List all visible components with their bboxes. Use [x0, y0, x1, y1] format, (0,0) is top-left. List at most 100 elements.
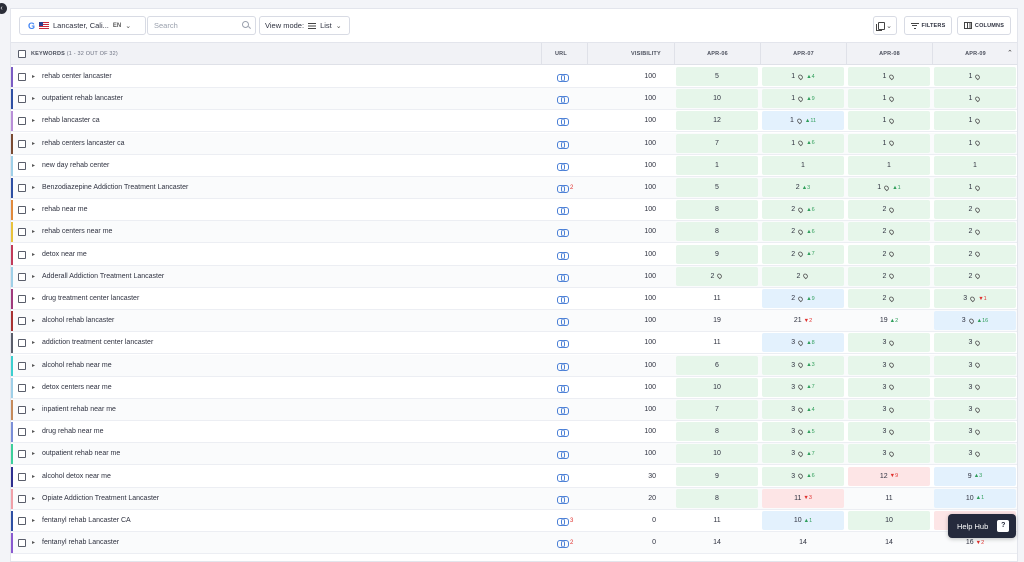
row-checkbox[interactable] — [18, 250, 26, 259]
keyword-text[interactable]: rehab near me — [42, 206, 88, 214]
keyword-text[interactable]: outpatient rehab near me — [42, 450, 121, 458]
keyword-text[interactable]: drug rehab near me — [42, 428, 104, 436]
link-icon[interactable] — [557, 296, 569, 304]
keyword-text[interactable]: alcohol rehab lancaster — [42, 317, 115, 325]
row-checkbox[interactable] — [18, 295, 26, 303]
view-mode-dropdown[interactable]: View mode: List ⌄ — [259, 16, 350, 35]
keyword-text[interactable]: rehab centers near me — [42, 228, 113, 236]
search-input[interactable] — [154, 21, 240, 30]
keyword-text[interactable]: alcohol rehab near me — [42, 361, 112, 369]
row-checkbox[interactable] — [18, 406, 26, 414]
expand-caret-icon[interactable]: ▸ — [32, 518, 36, 524]
row-checkbox[interactable] — [18, 117, 26, 126]
filters-button[interactable]: FILTERS — [904, 16, 952, 35]
expand-caret-icon[interactable]: ▸ — [32, 429, 36, 436]
table-row[interactable]: ▸ alcohol rehab lancaster 100 19 21 ▼2 19 ▲2 3 ▲1… — [11, 310, 1017, 333]
sidebar-collapse-button[interactable]: ‹ — [0, 3, 7, 14]
link-icon[interactable] — [557, 185, 569, 193]
sort-ascending-icon[interactable]: ⌃ — [1007, 50, 1013, 57]
link-icon[interactable] — [557, 162, 569, 171]
keyword-text[interactable]: rehab lancaster ca — [42, 117, 100, 125]
select-all-checkbox[interactable] — [18, 50, 26, 58]
row-checkbox[interactable] — [18, 472, 26, 481]
row-checkbox[interactable] — [18, 228, 26, 237]
keyword-text[interactable]: outpatient rehab lancaster — [42, 95, 123, 103]
row-checkbox[interactable] — [18, 361, 26, 370]
link-icon[interactable] — [557, 495, 569, 504]
keywords-column-header[interactable]: KEYWORDS (1 - 32 OUT OF 32) — [31, 43, 118, 65]
row-checkbox[interactable] — [18, 517, 26, 525]
expand-caret-icon[interactable]: ▸ — [32, 273, 36, 280]
table-row[interactable]: ▸ new day rehab center 100 1 1 1 1 — [11, 155, 1017, 177]
expand-caret-icon[interactable]: ▸ — [32, 185, 36, 191]
row-checkbox[interactable] — [18, 161, 26, 170]
row-checkbox[interactable] — [18, 272, 26, 281]
keyword-text[interactable]: detox near me — [42, 250, 87, 258]
row-checkbox[interactable] — [18, 184, 26, 192]
expand-caret-icon[interactable]: ▸ — [32, 296, 36, 302]
keyword-text[interactable]: Opiate Addiction Treatment Lancaster — [42, 494, 160, 502]
link-icon[interactable] — [557, 473, 569, 482]
keyword-text[interactable]: drug treatment center lancaster — [42, 295, 140, 302]
keyword-text[interactable]: detox centers near me — [42, 383, 112, 391]
expand-caret-icon[interactable]: ▸ — [32, 318, 36, 325]
row-checkbox[interactable] — [18, 539, 26, 548]
date-column-header[interactable]: APR-09 — [932, 43, 1017, 65]
expand-caret-icon[interactable]: ▸ — [32, 96, 36, 103]
row-checkbox[interactable] — [18, 139, 26, 148]
expand-caret-icon[interactable]: ▸ — [32, 207, 36, 214]
expand-caret-icon[interactable]: ▸ — [32, 407, 36, 413]
table-row[interactable]: ▸ inpatient rehab near me 100 7 3 ▲4 3 3 — [11, 399, 1017, 421]
expand-caret-icon[interactable]: ▸ — [32, 540, 36, 547]
link-icon[interactable] — [557, 407, 569, 415]
expand-caret-icon[interactable]: ▸ — [32, 340, 36, 347]
table-row[interactable]: ▸ fentanyl rehab Lancaster CA 3 0 11 10 ▲1 10 — [11, 510, 1017, 532]
keyword-text[interactable]: fentanyl rehab Lancaster CA — [42, 517, 131, 524]
keyword-text[interactable]: fentanyl rehab Lancaster — [42, 539, 120, 547]
row-checkbox[interactable] — [18, 95, 26, 104]
date-column-header[interactable]: APR-07 — [760, 43, 846, 65]
link-icon[interactable] — [557, 540, 569, 549]
row-checkbox[interactable] — [18, 494, 26, 503]
keyword-text[interactable]: rehab centers lancaster ca — [42, 139, 125, 147]
expand-caret-icon[interactable]: ▸ — [32, 118, 36, 125]
link-icon[interactable] — [557, 118, 569, 127]
search-icon[interactable] — [242, 21, 249, 28]
table-row[interactable]: ▸ drug rehab near me 100 8 3 ▲5 3 3 — [11, 421, 1017, 444]
table-row[interactable]: ▸ rehab center lancaster 100 5 1 ▲4 1 1 — [11, 66, 1017, 88]
link-icon[interactable] — [557, 518, 569, 526]
table-row[interactable]: ▸ alcohol rehab near me 100 6 3 ▲3 3 3 — [11, 354, 1017, 377]
keyword-text[interactable]: inpatient rehab near me — [42, 406, 116, 413]
link-icon[interactable] — [557, 451, 569, 460]
expand-caret-icon[interactable]: ▸ — [32, 251, 36, 258]
keyword-text[interactable]: Adderall Addiction Treatment Lancaster — [42, 272, 165, 280]
link-icon[interactable] — [557, 273, 569, 282]
table-row[interactable]: ▸ addiction treatment center lancaster 100… — [11, 332, 1017, 355]
table-row[interactable]: ▸ detox centers near me 100 10 3 ▲7 3 3 — [11, 377, 1017, 399]
link-icon[interactable] — [557, 251, 569, 260]
table-row[interactable]: ▸ detox near me 100 9 2 ▲7 2 2 — [11, 244, 1017, 266]
date-column-header[interactable]: APR-06 — [674, 43, 760, 65]
expand-caret-icon[interactable]: ▸ — [32, 384, 36, 391]
expand-caret-icon[interactable]: ▸ — [32, 495, 36, 502]
table-row[interactable]: ▸ Benzodiazepine Addiction Treatment Lanc… — [11, 177, 1017, 199]
row-checkbox[interactable] — [18, 206, 26, 215]
table-row[interactable]: ▸ rehab near me 100 8 2 ▲6 2 2 — [11, 199, 1017, 222]
link-icon[interactable] — [557, 140, 569, 149]
url-column-header[interactable]: URL — [555, 51, 567, 57]
copy-button[interactable]: ⌄ — [873, 16, 897, 35]
table-row[interactable]: ▸ rehab lancaster ca 100 12 1 ▲11 1 1 — [11, 110, 1017, 133]
table-row[interactable]: ▸ rehab centers lancaster ca 100 7 1 ▲6 1 1 — [11, 132, 1017, 155]
keyword-text[interactable]: addiction treatment center lancaster — [42, 339, 154, 347]
link-icon[interactable] — [557, 429, 569, 438]
expand-caret-icon[interactable]: ▸ — [32, 362, 36, 369]
keyword-text[interactable]: new day rehab center — [42, 161, 110, 169]
link-icon[interactable] — [557, 384, 569, 393]
row-checkbox[interactable] — [18, 339, 26, 348]
visibility-column-header[interactable]: VISIBILITY — [631, 51, 661, 57]
expand-caret-icon[interactable]: ▸ — [32, 162, 36, 169]
expand-caret-icon[interactable]: ▸ — [32, 473, 36, 480]
expand-caret-icon[interactable]: ▸ — [32, 229, 36, 236]
expand-caret-icon[interactable]: ▸ — [32, 451, 36, 458]
expand-caret-icon[interactable]: ▸ — [32, 140, 36, 147]
